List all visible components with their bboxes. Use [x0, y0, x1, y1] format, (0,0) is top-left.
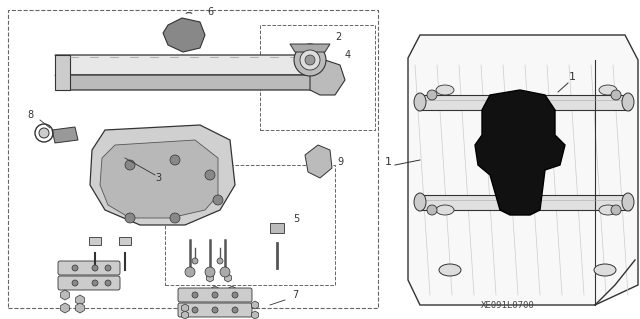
Circle shape	[92, 265, 98, 271]
Text: 5: 5	[293, 214, 299, 224]
Text: 3: 3	[155, 173, 161, 183]
Ellipse shape	[622, 193, 634, 211]
Circle shape	[205, 170, 215, 180]
Polygon shape	[290, 44, 330, 52]
Circle shape	[205, 267, 215, 277]
Bar	[165, 165, 335, 285]
Polygon shape	[55, 75, 325, 90]
Ellipse shape	[436, 205, 454, 215]
Circle shape	[300, 50, 320, 70]
Circle shape	[217, 258, 223, 264]
Text: 9: 9	[337, 157, 343, 167]
Circle shape	[192, 258, 198, 264]
Text: 2: 2	[335, 32, 341, 42]
Ellipse shape	[599, 85, 617, 95]
Circle shape	[213, 195, 223, 205]
Circle shape	[185, 267, 195, 277]
Ellipse shape	[414, 193, 426, 211]
Polygon shape	[310, 60, 345, 95]
Polygon shape	[475, 90, 565, 215]
Polygon shape	[418, 195, 630, 210]
Text: 8: 8	[27, 110, 33, 120]
Circle shape	[611, 205, 621, 215]
Circle shape	[92, 280, 98, 286]
Circle shape	[105, 280, 111, 286]
Text: 7: 7	[292, 290, 298, 300]
Circle shape	[427, 90, 437, 100]
Circle shape	[192, 307, 198, 313]
Bar	[89, 237, 101, 245]
Circle shape	[232, 307, 238, 313]
FancyBboxPatch shape	[58, 276, 120, 290]
Polygon shape	[55, 55, 325, 75]
Polygon shape	[90, 125, 235, 225]
Text: 1: 1	[568, 72, 575, 82]
Circle shape	[125, 160, 135, 170]
Circle shape	[220, 267, 230, 277]
Bar	[270, 223, 284, 233]
Circle shape	[170, 155, 180, 165]
Polygon shape	[408, 35, 638, 305]
Circle shape	[427, 205, 437, 215]
FancyBboxPatch shape	[178, 303, 252, 317]
Text: 4: 4	[345, 50, 351, 60]
Ellipse shape	[622, 93, 634, 111]
Ellipse shape	[594, 264, 616, 276]
Circle shape	[294, 44, 326, 76]
Ellipse shape	[599, 205, 617, 215]
Polygon shape	[55, 55, 70, 90]
Ellipse shape	[436, 85, 454, 95]
Polygon shape	[52, 127, 78, 143]
Text: 6: 6	[207, 7, 213, 17]
Circle shape	[72, 265, 78, 271]
Polygon shape	[418, 95, 630, 110]
Circle shape	[611, 90, 621, 100]
Circle shape	[192, 292, 198, 298]
Polygon shape	[305, 145, 332, 178]
FancyBboxPatch shape	[58, 261, 120, 275]
Circle shape	[39, 128, 49, 138]
Bar	[8, 10, 378, 308]
Circle shape	[170, 213, 180, 223]
Circle shape	[212, 292, 218, 298]
Ellipse shape	[439, 264, 461, 276]
Circle shape	[212, 307, 218, 313]
Polygon shape	[100, 140, 218, 218]
Bar	[119, 237, 131, 245]
Ellipse shape	[414, 93, 426, 111]
Text: XE091L0700: XE091L0700	[481, 300, 535, 309]
Circle shape	[232, 292, 238, 298]
Circle shape	[72, 280, 78, 286]
Circle shape	[125, 213, 135, 223]
Polygon shape	[163, 18, 205, 52]
Circle shape	[305, 55, 315, 65]
Circle shape	[105, 265, 111, 271]
Text: 1: 1	[385, 157, 392, 167]
Bar	[260, 25, 375, 130]
FancyBboxPatch shape	[178, 288, 252, 302]
